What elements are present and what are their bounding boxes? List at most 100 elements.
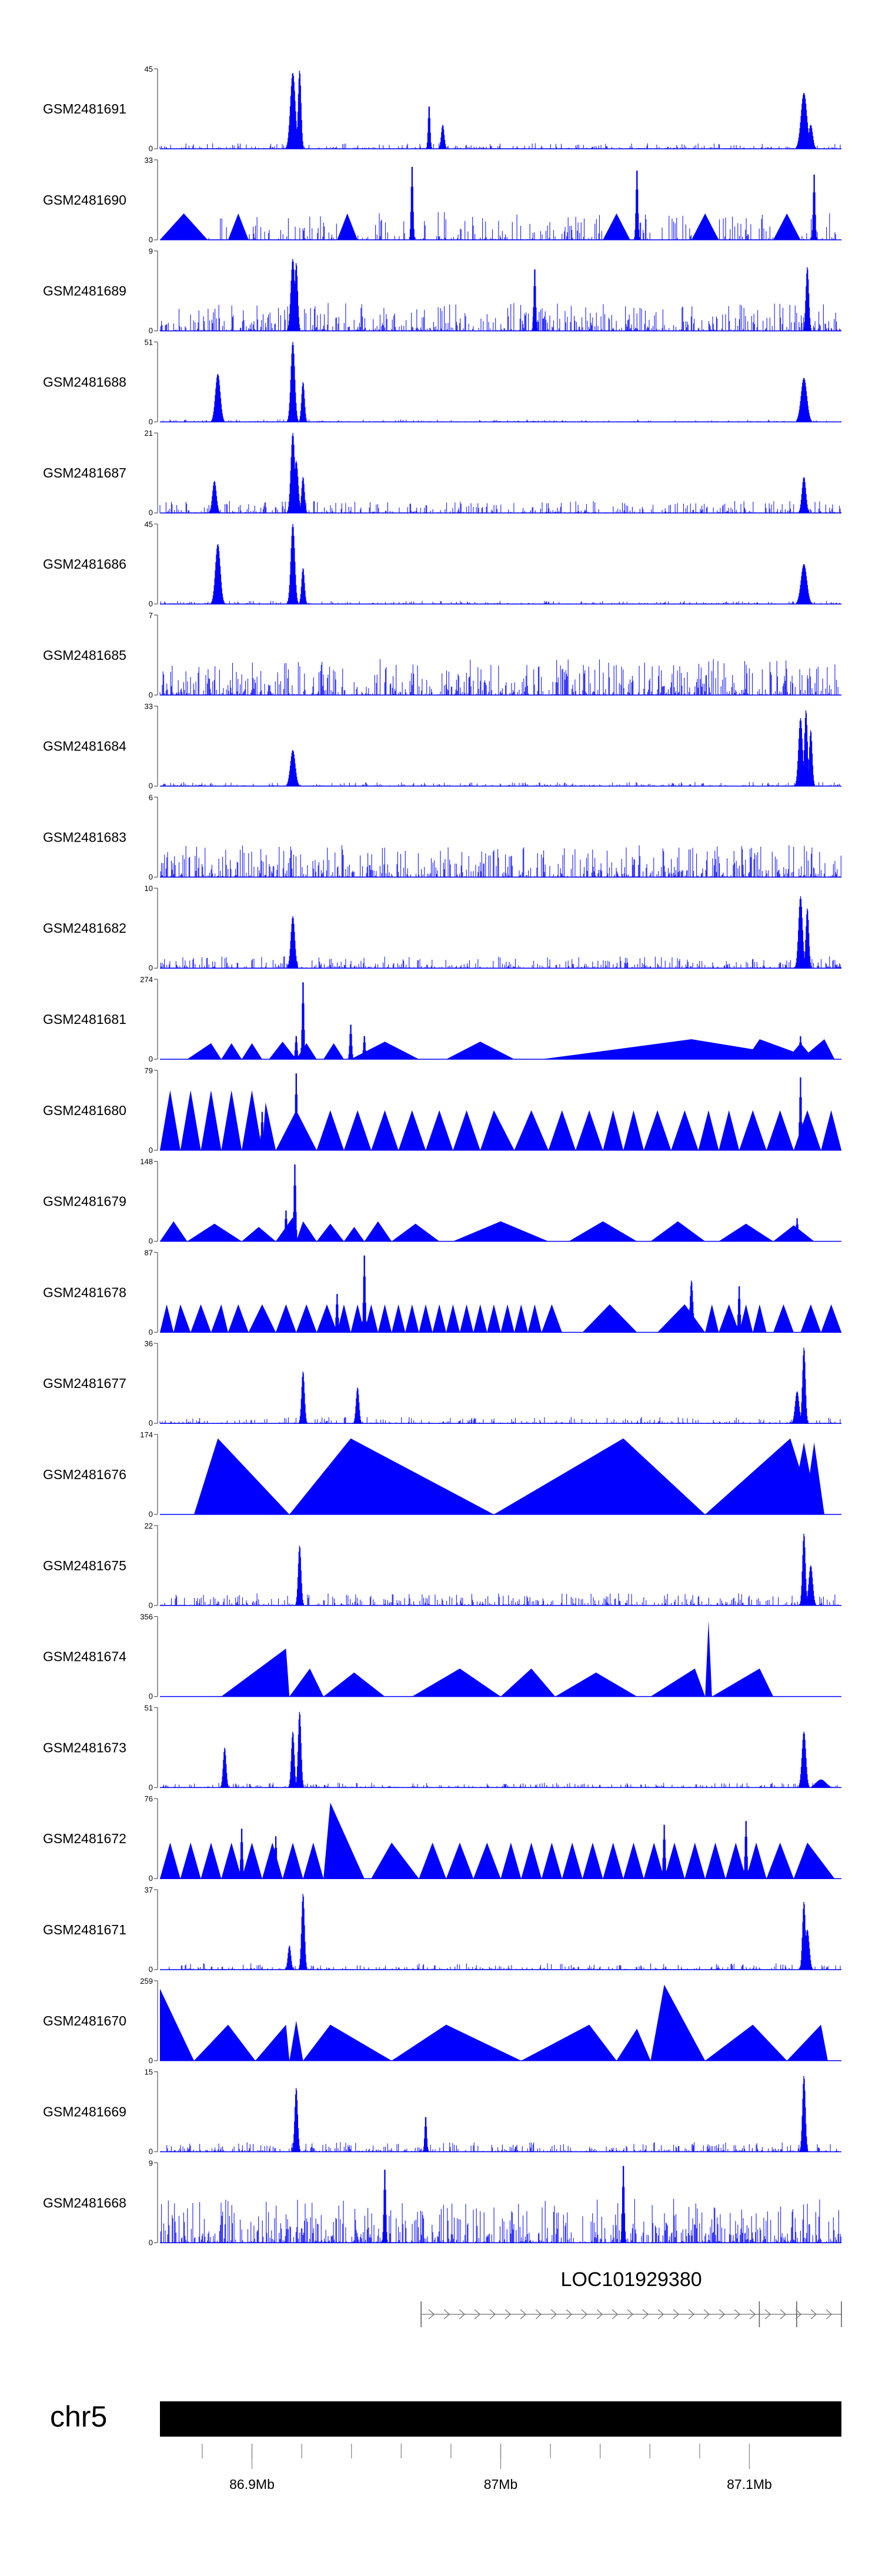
signal-triangle [289, 2020, 303, 2061]
signal-peak [634, 171, 640, 240]
y-axis-min-label: 0 [149, 2056, 153, 2065]
track-GSM2481680: GSM2481680 79 0 [43, 1066, 841, 1154]
signal-triangle [419, 1304, 433, 1333]
signal [160, 2165, 841, 2244]
track-GSM2481688: GSM2481688 51 0 [43, 338, 841, 426]
signal-triangle [323, 1672, 385, 1697]
signal-triangle [242, 1227, 276, 1242]
signal-peak [220, 1747, 229, 1788]
signal [160, 1438, 841, 1515]
track-GSM2481684: GSM2481684 33 0 [43, 702, 841, 790]
signal-triangle [821, 1304, 841, 1333]
signal-triangle [705, 1438, 814, 1514]
signal [159, 71, 841, 149]
strand-arrow [780, 2309, 787, 2320]
signal-peak [259, 1112, 265, 1150]
track-GSM2481677: GSM2481677 36 0 [43, 1339, 841, 1427]
signal-triangle [221, 1843, 242, 1879]
signal [160, 1255, 841, 1333]
signal [160, 1073, 841, 1151]
strand-arrow [688, 2309, 695, 2320]
signal-peak [799, 477, 810, 513]
signal-triangle [705, 1843, 726, 1879]
signal [159, 259, 841, 332]
y-axis-min-label: 0 [149, 1327, 153, 1336]
signal-triangle [446, 1304, 460, 1333]
signal-peak [791, 1391, 803, 1424]
signal [159, 1533, 841, 1606]
signal-triangle [582, 1304, 637, 1333]
strand-arrow [810, 2309, 817, 2320]
track-GSM2481672: GSM2481672 76 0 [43, 1794, 841, 1883]
y-axis-min-label: 0 [149, 1419, 153, 1427]
signal-peak [348, 1025, 354, 1059]
signal-peak [299, 568, 308, 604]
track-GSM2481685: GSM2481685 7 0 [43, 611, 841, 699]
signal-triangle [282, 1843, 303, 1879]
signal-triangle [521, 1843, 542, 1879]
signal [160, 524, 841, 605]
signal-triangle [242, 1043, 262, 1059]
track-GSM2481675: GSM2481675 22 0 [43, 1521, 841, 1610]
signal-triangle [377, 1304, 392, 1333]
signal-triangle [487, 1304, 501, 1333]
signal-triangle [603, 1110, 624, 1150]
signal-triangle [350, 1304, 365, 1333]
strand-arrow [474, 2309, 481, 2320]
signal-triangle [303, 1843, 324, 1879]
signal-triangle [719, 1223, 774, 1242]
strand-arrow [505, 2309, 512, 2320]
signal-triangle [753, 1304, 767, 1333]
y-axis-min-label: 0 [149, 144, 153, 153]
track-label: GSM2481677 [43, 1376, 126, 1391]
signal-peak [211, 544, 225, 604]
signal-peak [299, 1894, 308, 1970]
signal-triangle [303, 2024, 392, 2061]
signal-triangle [480, 1110, 514, 1150]
signal-triangle [160, 213, 208, 240]
signal-peak [295, 1711, 304, 1788]
y-axis-max-label: 174 [140, 1430, 153, 1439]
track-GSM2481671: GSM2481671 37 0 [43, 1886, 841, 1974]
signal-triangle [800, 1304, 821, 1333]
track-label: GSM2481682 [43, 920, 126, 936]
signal-peak [796, 564, 812, 604]
signal-triangle [392, 1223, 440, 1242]
signal-triangle [521, 2024, 617, 2061]
signal-peak [293, 1036, 299, 1059]
signal-triangle [542, 1039, 814, 1059]
signal-triangle [426, 1110, 453, 1150]
signal-triangle [371, 1843, 419, 1879]
y-axis-max-label: 7 [149, 611, 153, 620]
y-axis-max-label: 21 [145, 429, 153, 438]
signal-triangle [296, 1221, 317, 1242]
signal-triangle [398, 1110, 426, 1150]
signal-triangle [616, 2028, 651, 2061]
signal-triangle [542, 1304, 562, 1333]
strand-arrow [596, 2309, 603, 2320]
y-axis-max-label: 22 [145, 1521, 153, 1530]
track-label: GSM2481671 [43, 1922, 126, 1937]
signal-triangle [804, 1442, 825, 1514]
signal-triangle [316, 1223, 344, 1242]
signal [160, 710, 841, 787]
signal-triangle [255, 2024, 290, 2061]
signal-peak [620, 2165, 626, 2243]
signal-triangle [392, 2024, 522, 2061]
signal-bars [159, 1593, 841, 1606]
track-label: GSM2481684 [43, 739, 126, 754]
signal-triangle [773, 213, 801, 240]
signal-peak [211, 373, 225, 422]
signal-triangle [201, 1843, 222, 1879]
signal-peak [353, 1387, 362, 1424]
signal-peak [361, 1255, 368, 1333]
signal-triangle [705, 1304, 719, 1333]
signal [160, 166, 841, 241]
signal-triangle [793, 1110, 821, 1150]
signal-triangle [405, 1304, 419, 1333]
signal-triangle [671, 1110, 699, 1150]
signal-bars [208, 212, 836, 240]
signal-bars [159, 1417, 841, 1424]
signal-peak [794, 896, 807, 969]
signal-peak [295, 1546, 304, 1606]
